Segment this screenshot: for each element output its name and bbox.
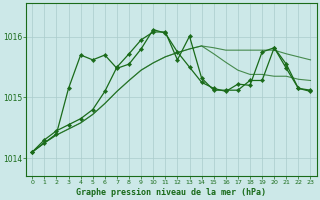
X-axis label: Graphe pression niveau de la mer (hPa): Graphe pression niveau de la mer (hPa) <box>76 188 266 197</box>
